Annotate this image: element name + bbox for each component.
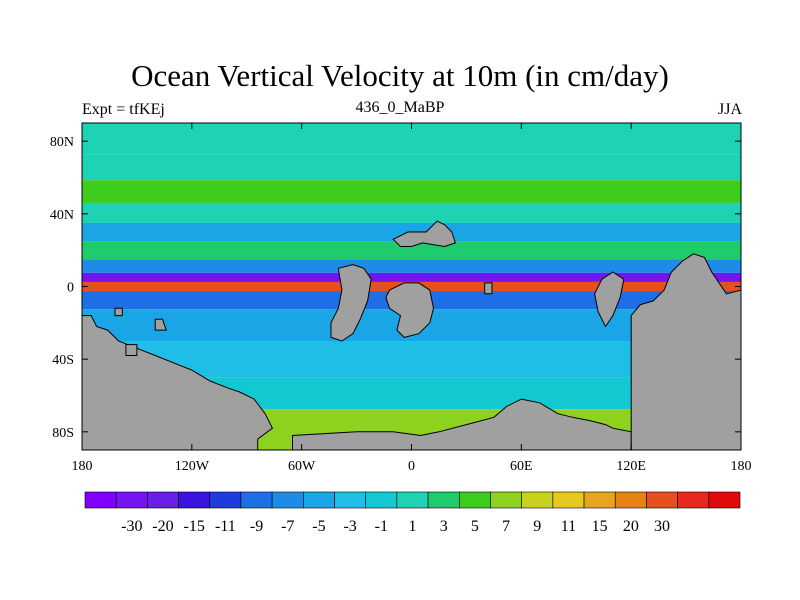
colorbar-label: -7 — [281, 518, 294, 535]
y-tick-label: 0 — [67, 281, 74, 296]
velocity-band — [82, 154, 741, 181]
colorbar-label: -3 — [343, 518, 356, 535]
velocity-band — [82, 272, 741, 282]
velocity-band — [82, 259, 741, 273]
colorbar-swatch — [334, 491, 367, 509]
colorbar-swatch — [271, 491, 304, 509]
case-label: 436_0_MaBP — [355, 99, 445, 116]
landmass — [292, 398, 632, 450]
map-axes: 180 120W 60W 0 60E 120E 180 80N 40N 0 40S 80S — [50, 123, 752, 474]
landmass — [392, 220, 457, 248]
landmass — [630, 253, 741, 450]
colorbar-label: 15 — [592, 518, 608, 535]
colorbar-label: 3 — [440, 518, 448, 535]
colorbar-label: 1 — [409, 518, 417, 535]
x-tick-label: 180 — [72, 459, 93, 474]
colorbar-swatch — [209, 491, 242, 509]
colorbar-swatch — [677, 491, 710, 509]
colorbar-label: -15 — [184, 518, 205, 535]
y-tick-label: 40N — [50, 208, 74, 223]
plot-title: Ocean Vertical Velocity at 10m (in cm/da… — [131, 58, 669, 93]
landmass — [114, 307, 123, 317]
colorbar-swatch — [396, 491, 429, 509]
velocity-band — [82, 180, 741, 203]
colorbar-swatch — [646, 491, 678, 509]
landmass — [330, 264, 372, 342]
y-tick-label: 80N — [50, 135, 74, 150]
y-tick-label: 40S — [52, 353, 74, 368]
landmass — [385, 282, 435, 338]
colorbar-swatch — [458, 491, 491, 509]
experiment-label: Expt = tfKEj — [82, 101, 165, 118]
colorbar-swatch — [240, 491, 273, 509]
colorbar-label: 20 — [623, 518, 639, 535]
landmass — [594, 271, 625, 328]
colorbar-label: 7 — [502, 518, 510, 535]
colorbar-swatch — [147, 491, 179, 509]
colorbar-swatch — [178, 491, 211, 509]
colorbar-label: -5 — [312, 518, 325, 535]
colorbar-swatch — [490, 491, 522, 509]
colorbar-label: -30 — [121, 518, 142, 535]
colorbar-label: 9 — [533, 518, 541, 535]
x-tick-label: 180 — [731, 459, 752, 474]
landmass — [484, 282, 493, 295]
colorbar-swatch — [708, 491, 741, 509]
colorbar-swatch — [552, 491, 585, 509]
landmasses — [82, 220, 741, 450]
colorbar-label: 5 — [471, 518, 479, 535]
colorbar-label: -20 — [152, 518, 173, 535]
colorbar-swatch — [365, 491, 398, 509]
y-tick-label: 80S — [52, 426, 74, 441]
landmass — [154, 318, 167, 331]
colorbar-label: -11 — [215, 518, 236, 535]
colorbar-swatch — [84, 491, 117, 509]
colorbar-swatch — [427, 491, 460, 509]
colorbar-label: 11 — [561, 518, 576, 535]
colorbar-label: -1 — [375, 518, 388, 535]
x-tick-label: 60W — [288, 459, 316, 474]
colorbar-label: 30 — [654, 518, 670, 535]
colorbar-swatch — [521, 491, 554, 509]
velocity-band — [82, 202, 741, 223]
colorbar-swatch — [115, 491, 148, 509]
colorbar-swatch — [583, 491, 616, 509]
x-tick-label: 60E — [510, 459, 533, 474]
x-tick-label: 120W — [175, 459, 210, 474]
x-tick-label: 0 — [408, 459, 415, 474]
colorbar-label: -9 — [250, 518, 263, 535]
season-label: JJA — [717, 101, 742, 118]
x-tick-label: 120E — [616, 459, 646, 474]
landmass — [125, 344, 138, 356]
colorbar-swatch — [614, 491, 647, 509]
velocity-band — [82, 241, 741, 260]
colorbar: -30 -20 -15 -11 -9 -7 -5 -3 -1 1 3 5 7 9 11 15 20 30 — [84, 491, 741, 535]
colorbar-swatch — [303, 491, 335, 509]
